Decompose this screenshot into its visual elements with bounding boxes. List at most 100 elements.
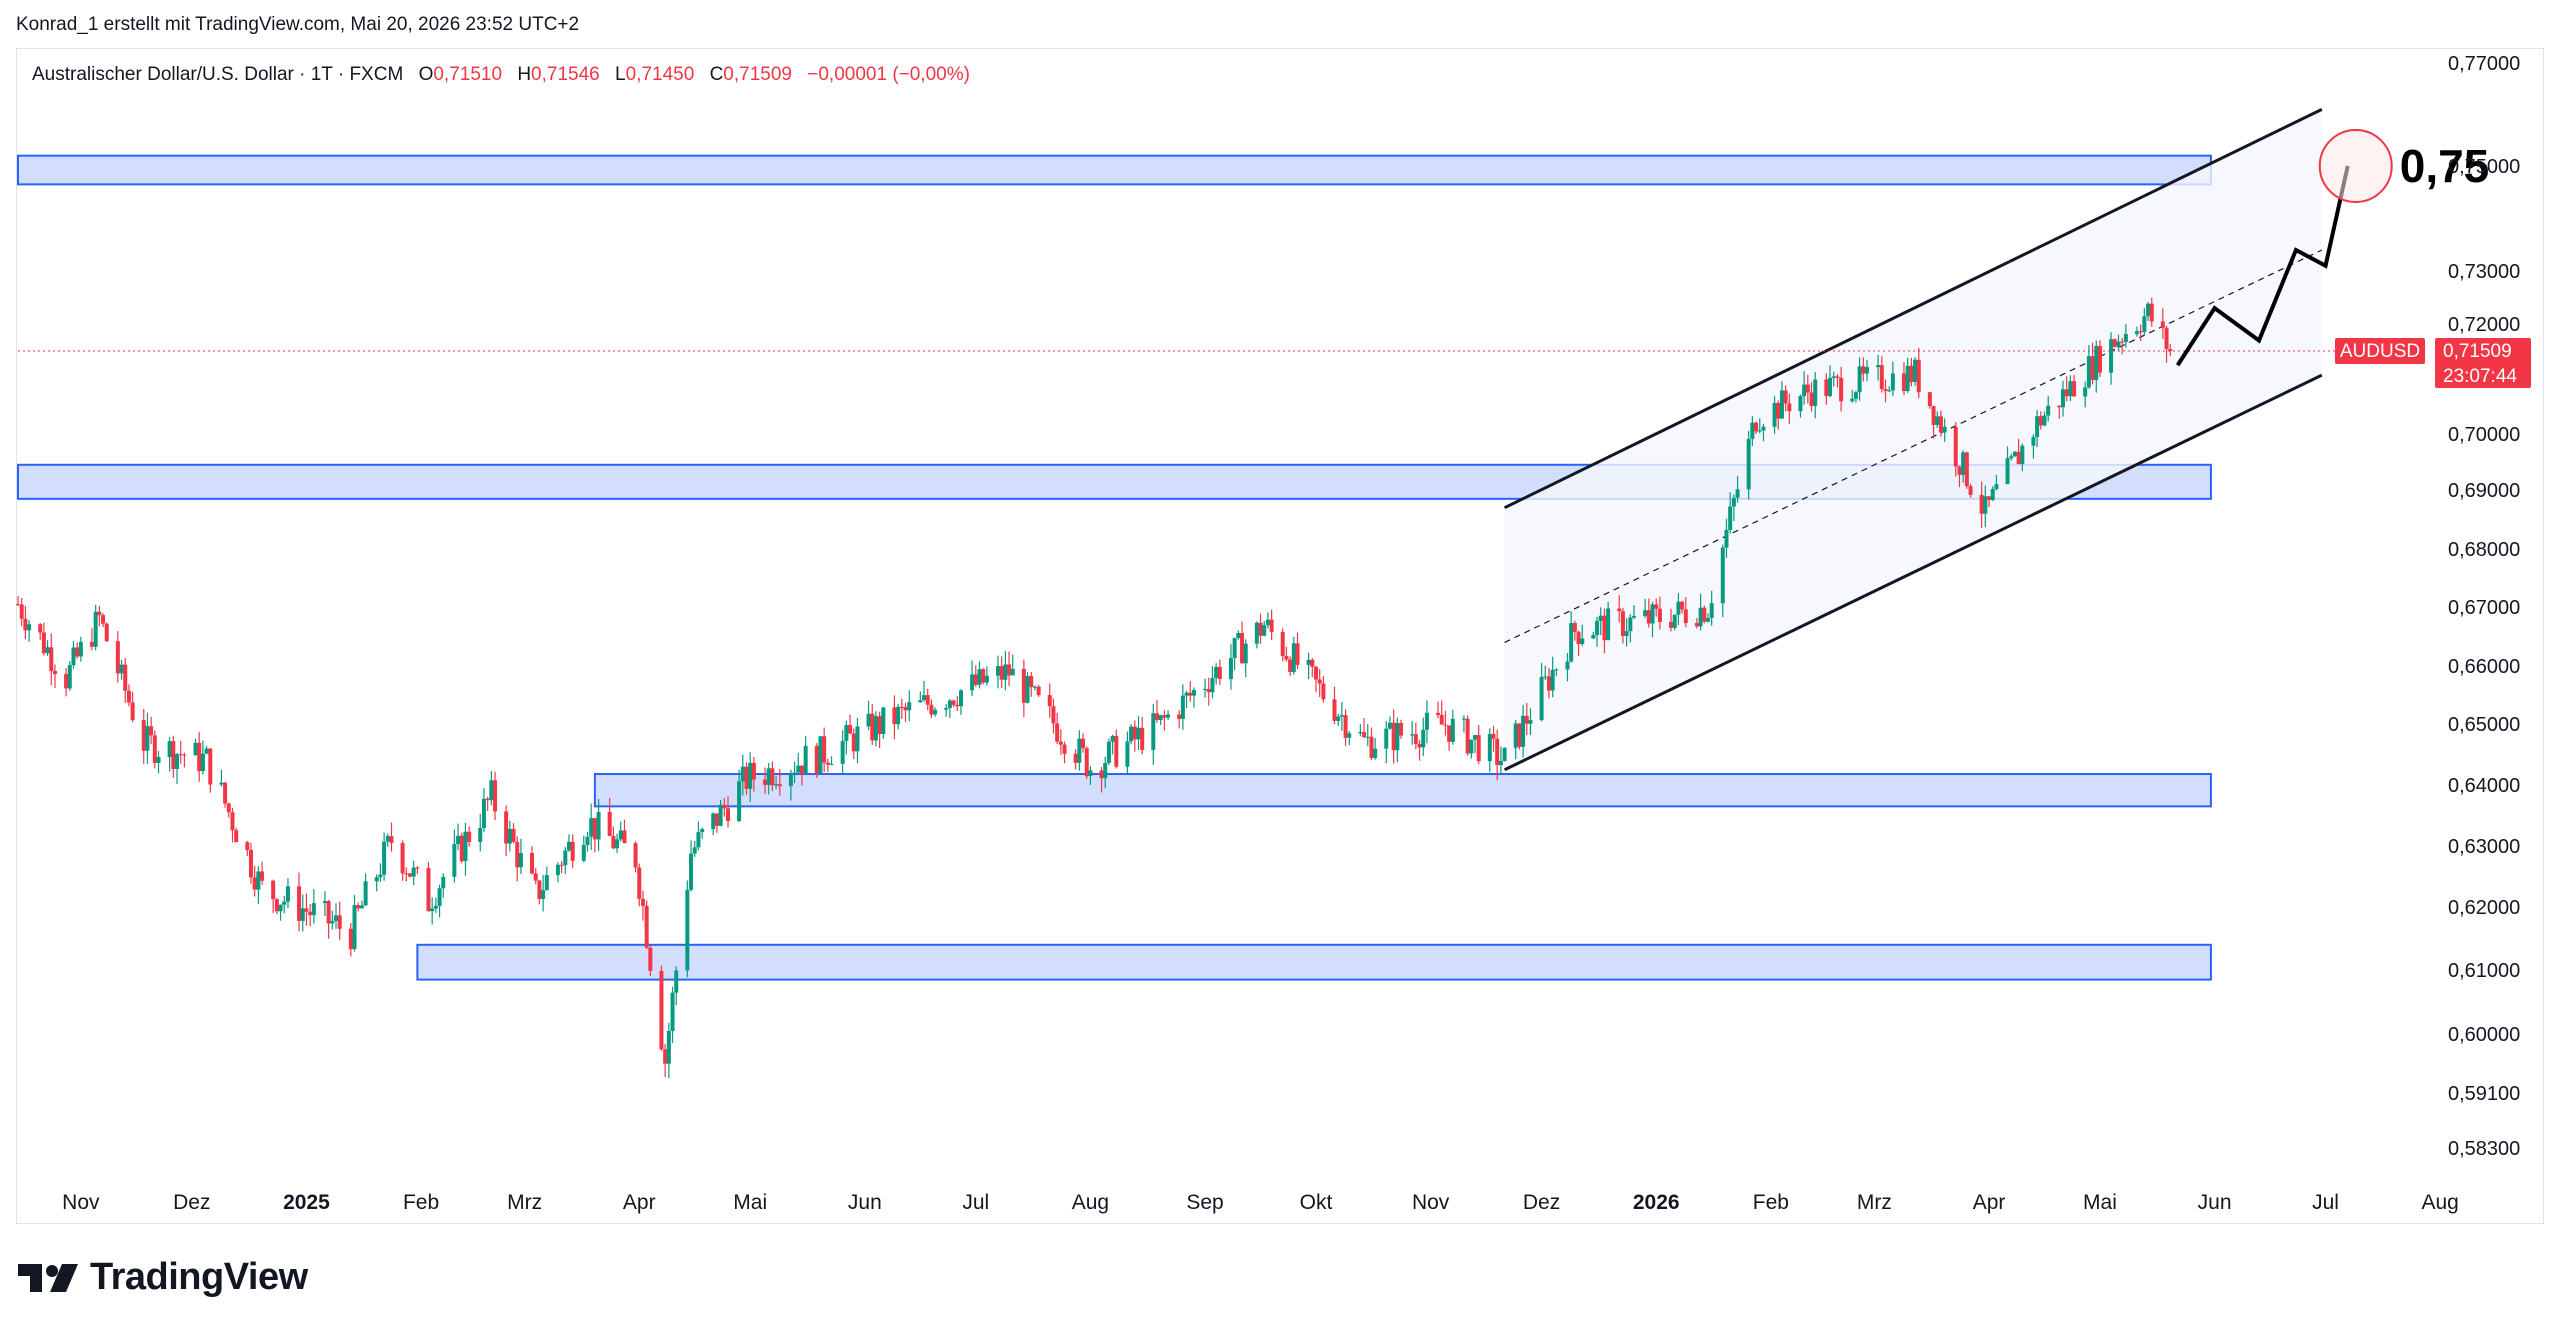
candle-body: [818, 736, 823, 774]
candle: [873, 711, 878, 747]
candle: [511, 823, 516, 844]
candle: [1565, 652, 1570, 682]
candle-body: [633, 843, 638, 868]
x-axis-tick-label: Mai: [2083, 1191, 2117, 1214]
candle-body: [1084, 748, 1089, 777]
candle-body: [666, 1030, 671, 1064]
open-value: 0,71510: [433, 64, 503, 85]
candle-body: [537, 880, 542, 899]
candle-body: [674, 970, 679, 993]
candle: [285, 878, 290, 909]
candle-body: [1077, 738, 1082, 763]
candle: [1709, 590, 1714, 626]
candle-body: [648, 947, 653, 971]
candle: [119, 659, 124, 680]
candle-body: [1805, 384, 1810, 393]
candle: [1987, 495, 1992, 508]
y-axis-tick-label: 0,61000: [2448, 960, 2520, 982]
tradingview-logo[interactable]: TradingView: [18, 1256, 308, 1299]
candle-body: [1702, 607, 1707, 622]
candle-body: [197, 742, 202, 772]
candle: [999, 656, 1004, 689]
candle-body: [171, 741, 176, 769]
candle: [1358, 724, 1363, 737]
low-value: 0,71450: [625, 64, 695, 85]
candle-body: [1676, 601, 1681, 615]
candle: [1387, 716, 1392, 730]
candle: [541, 875, 546, 912]
candle-body: [1528, 720, 1533, 724]
candle-body: [363, 881, 368, 906]
candle: [1498, 746, 1503, 774]
candle-body: [101, 615, 106, 624]
candle: [1931, 405, 1936, 439]
candle: [1813, 372, 1818, 419]
candle-body: [659, 970, 664, 1050]
candle: [955, 696, 960, 711]
candle: [2005, 446, 2010, 485]
candle-body: [352, 905, 357, 950]
candle-body: [1879, 365, 1884, 390]
candle-body: [1291, 643, 1296, 672]
candle: [737, 769, 742, 823]
candle-body: [855, 726, 860, 752]
candle: [156, 751, 161, 774]
candle-body: [870, 713, 875, 741]
candle-body: [437, 888, 442, 906]
candle: [570, 834, 575, 868]
candle: [1099, 766, 1104, 793]
candle-body: [559, 864, 564, 866]
candle: [2031, 434, 2036, 459]
candle-body: [1336, 716, 1341, 721]
candle: [248, 842, 253, 884]
candle-body: [1217, 666, 1222, 680]
candle-body: [1964, 452, 1969, 487]
candle: [2116, 334, 2121, 351]
candle: [104, 622, 109, 642]
candle: [504, 805, 509, 857]
candle: [52, 664, 57, 688]
candle: [1206, 677, 1211, 706]
candle: [1835, 374, 1840, 388]
x-axis-tick-label: Dez: [173, 1191, 210, 1214]
candle: [1469, 739, 1474, 759]
candle: [1243, 639, 1248, 678]
candle-body: [1709, 603, 1714, 618]
candle: [2068, 375, 2073, 401]
candle-body: [1620, 611, 1625, 636]
candle: [1391, 709, 1396, 764]
candle-body: [563, 850, 568, 866]
candle: [1672, 614, 1677, 631]
candle: [977, 661, 982, 689]
candle: [141, 708, 146, 764]
target-price-label: 0,75: [2400, 140, 2490, 192]
candle-body: [899, 706, 904, 708]
candle-body: [204, 748, 209, 754]
candle: [567, 834, 572, 852]
candle: [1280, 628, 1285, 662]
candle: [973, 665, 978, 687]
candle-body: [1188, 692, 1193, 696]
y-axis-tick-label: 0,62000: [2448, 897, 2520, 919]
candle-body: [1927, 392, 1932, 407]
candle-body: [2020, 445, 2025, 465]
candle: [1399, 719, 1404, 739]
candle: [1332, 686, 1337, 725]
candle: [430, 897, 435, 925]
candle: [1232, 637, 1237, 671]
candle: [1731, 494, 1736, 522]
candle-body: [1125, 741, 1130, 767]
candle-body: [1461, 718, 1466, 720]
candle: [507, 820, 512, 852]
candle: [814, 743, 819, 778]
candle-body: [308, 911, 313, 916]
candle-body: [1051, 706, 1056, 724]
high-value: 0,71546: [531, 64, 600, 85]
candle: [766, 763, 771, 795]
candle-body: [1140, 727, 1145, 750]
candle: [1240, 621, 1245, 664]
candle-body: [896, 706, 901, 725]
candle: [581, 835, 586, 863]
symbol-title[interactable]: Australischer Dollar/U.S. Dollar · 1T · …: [32, 64, 404, 85]
